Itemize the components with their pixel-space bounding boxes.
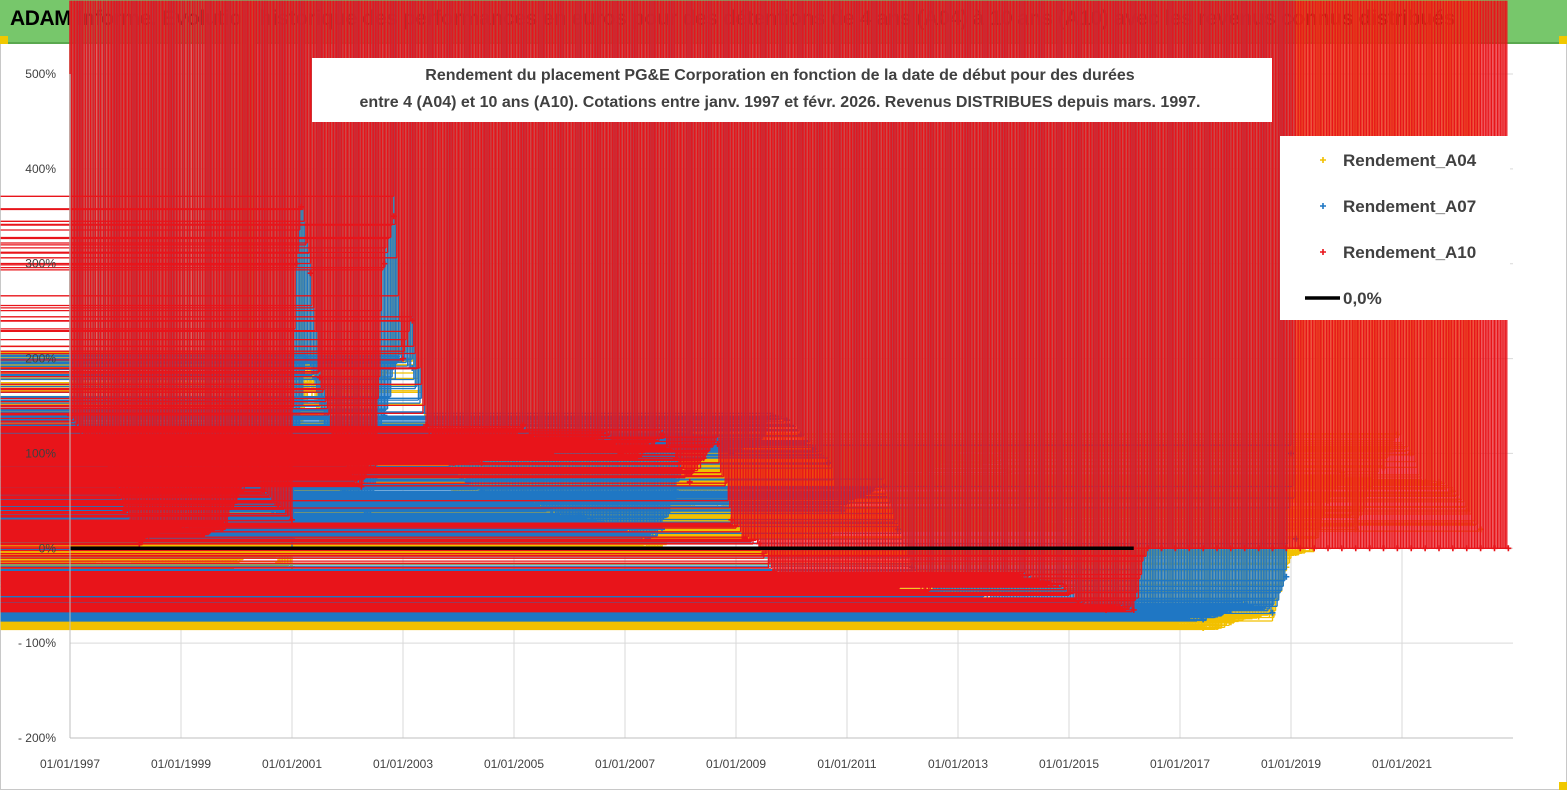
- legend-label: Rendement_A04: [1343, 151, 1477, 170]
- corner-marker-bottom-right: [1559, 782, 1567, 790]
- data-point: [686, 478, 693, 485]
- legend-swatch: [1320, 249, 1326, 255]
- x-tick-label: 01/01/2005: [484, 757, 544, 771]
- x-tick-label: 01/01/2007: [595, 757, 655, 771]
- x-tick-label: 01/01/2003: [373, 757, 433, 771]
- y-tick-label: 500%: [25, 67, 56, 81]
- y-tick-label: 400%: [25, 162, 56, 176]
- legend-swatch: [1320, 203, 1326, 209]
- series-layer: [0, 0, 1512, 631]
- title-background: [312, 58, 1272, 122]
- y-tick-label: 0%: [39, 541, 57, 555]
- legend-label: 0,0%: [1343, 289, 1382, 308]
- chart-title: Rendement du placement PG&E Corporation …: [425, 67, 1135, 84]
- x-tick-label: 01/01/2009: [706, 757, 766, 771]
- y-tick-label: - 100%: [18, 636, 56, 650]
- x-tick-label: 01/01/2021: [1372, 757, 1432, 771]
- x-tick-label: 01/01/1999: [151, 757, 211, 771]
- legend-label: Rendement_A10: [1343, 243, 1476, 262]
- y-tick-label: - 200%: [18, 731, 56, 745]
- x-tick-label: 01/01/2019: [1261, 757, 1321, 771]
- legend-swatch: [1320, 157, 1326, 163]
- legend-background: [1280, 136, 1510, 320]
- x-tick-label: 01/01/2015: [1039, 757, 1099, 771]
- legend: Rendement_A04 Rendement_A07 Rendement_A10 0…: [1280, 136, 1510, 320]
- chart-subtitle: entre 4 (A04) et 10 ans (A10). Cotations…: [360, 94, 1201, 111]
- y-tick-label: 100%: [25, 446, 56, 460]
- x-tick-label: 01/01/2013: [928, 757, 988, 771]
- y-tick-label: 200%: [25, 352, 56, 366]
- legend-label: Rendement_A07: [1343, 197, 1476, 216]
- x-tick-label: 01/01/2011: [817, 757, 876, 771]
- x-tick-label: 01/01/1997: [40, 757, 100, 771]
- corner-marker-top-right: [1559, 36, 1567, 44]
- x-tick-label: 01/01/2017: [1150, 757, 1210, 771]
- chart-title-block: Rendement du placement PG&E Corporation …: [312, 58, 1272, 122]
- corner-marker-top-left: [0, 36, 8, 44]
- axes: 500% 400% 300% 200% 100% 0% - 100% - 200% 01/01/…: [18, 67, 1513, 771]
- y-tick-label: 300%: [25, 257, 56, 271]
- x-tick-label: 01/01/2001: [262, 757, 322, 771]
